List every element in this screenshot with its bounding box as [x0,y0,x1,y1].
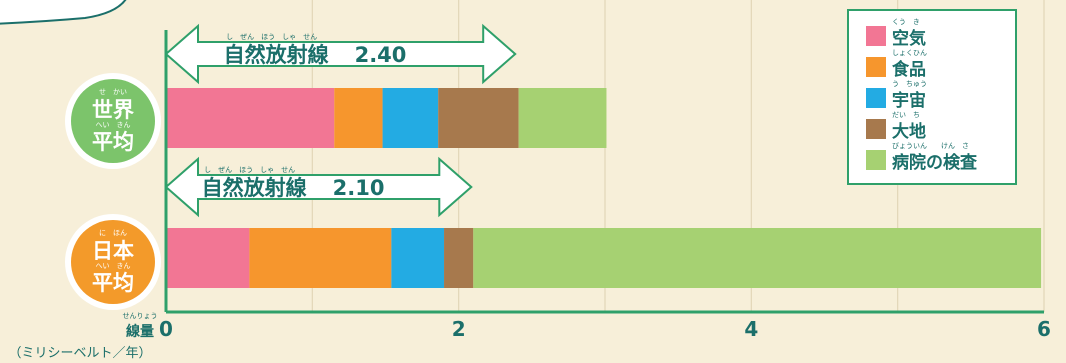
legend-ruby: びょういん けん さ [892,142,969,150]
x-tick-label: 0 [159,317,173,341]
legend-swatch [866,57,886,77]
category-ruby: せ かい [99,88,127,96]
bar-segment [382,88,439,148]
bar-segment [391,228,445,288]
legend-ruby: くう き [892,18,920,26]
legend-ruby: う ちゅう [892,80,927,88]
x-tick-label: 2 [452,317,466,341]
bar-segment [166,228,250,288]
bar-segment [249,228,392,288]
bar-segment [334,88,383,148]
arrow-value-label: 2.10 [333,176,385,200]
legend-label: 宇宙 [892,90,926,111]
legend-label: 大地 [892,121,926,142]
arrow-label: 自然放射線 [202,176,307,200]
unit-sub-label: （ミリシーベルト／年） [8,346,151,361]
category-label: 平均 [92,130,134,154]
chart-bars [166,88,1042,288]
x-tick-label: 4 [744,317,758,341]
legend-ruby: だい ち [892,111,920,119]
unit-label-ruby: せんりょう [123,312,158,320]
legend-label: 空気 [892,28,926,49]
legend-swatch [866,119,886,139]
legend-ruby: しょくひん [892,49,927,57]
bar-segment [166,88,335,148]
category-label: 平均 [92,271,134,295]
category-badge [71,79,155,163]
natural-radiation-arrow [164,23,517,85]
category-ruby: へい きん [96,121,131,129]
arrow-label-ruby: し ぜん ほう しゃ せん [204,166,295,174]
bar-segment [473,228,1042,288]
legend-label: 病院の検査 [892,152,978,173]
arrow-label-ruby: し ぜん ほう しゃ せん [226,33,317,41]
category-badge [71,220,155,304]
legend-label: 食品 [892,59,926,80]
legend-swatch [866,88,886,108]
category-label: 日本 [92,239,134,263]
speech-bubble-decoration [0,0,127,25]
legend-swatch [866,150,886,170]
bar-segment [518,88,607,148]
arrow-value-label: 2.40 [355,43,407,67]
category-label: 世界 [92,98,134,122]
natural-radiation-arrow [164,156,473,218]
legend-swatch [866,26,886,46]
bar-segment [444,228,474,288]
bar-segment [438,88,519,148]
x-tick-label: 6 [1037,317,1051,341]
unit-label: 線量 [126,323,154,340]
arrow-label: 自然放射線 [224,43,329,67]
category-ruby: へい きん [96,262,131,270]
category-ruby: に ほん [99,229,127,237]
